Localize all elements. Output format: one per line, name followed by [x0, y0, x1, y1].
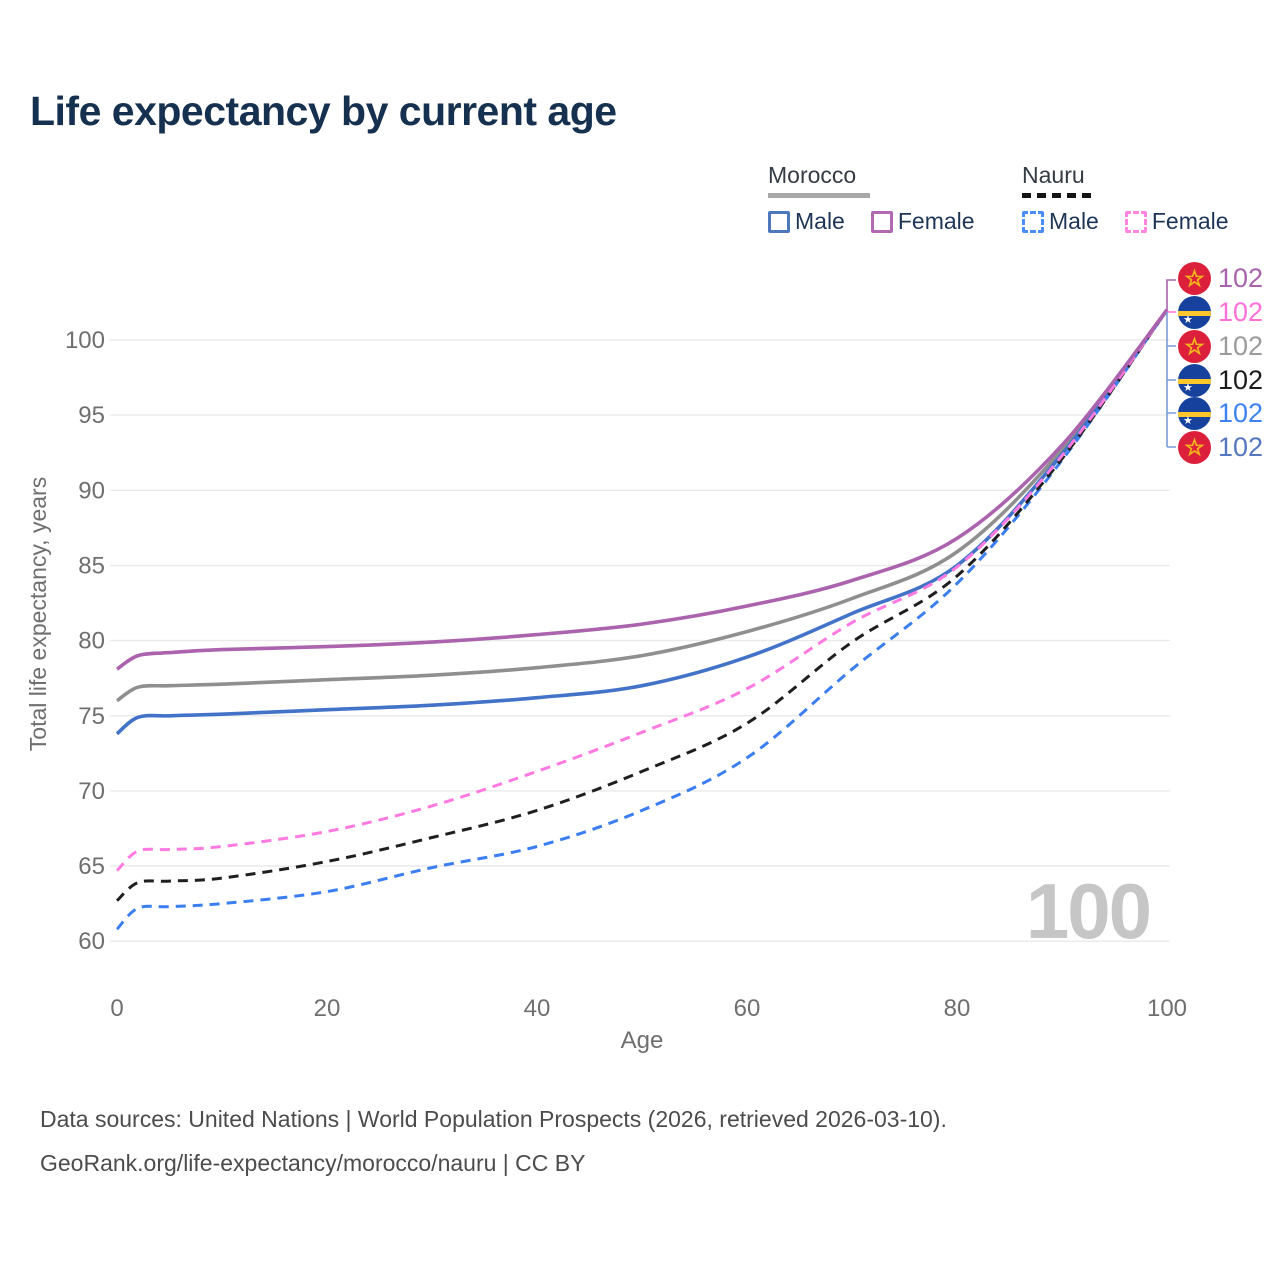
series-line-nauru-male	[115, 309, 1169, 931]
footer: Data sources: United Nations | World Pop…	[40, 1106, 947, 1194]
legend-country-morocco: Morocco	[768, 162, 857, 188]
end-label-nauru-male: ★ 102	[1178, 396, 1263, 430]
morocco-star	[1184, 436, 1205, 456]
y-tick-label-80: 80	[78, 628, 105, 655]
legend-item-label: Female	[1151, 208, 1229, 234]
end-label-value-4: 102	[1218, 397, 1264, 428]
legend-item-morocco-male[interactable]: Male	[768, 208, 845, 235]
legend-item-morocco-female[interactable]: Female	[870, 208, 975, 235]
series-line-nauru-both-sexes	[115, 309, 1169, 902]
morocco-flag-icon	[1178, 261, 1211, 295]
y-tick-label-90: 90	[78, 477, 105, 504]
nauru-star: ★	[1183, 313, 1193, 326]
legend-item-label: Male	[795, 208, 845, 234]
end-label-nauru-both: ★ 102	[1178, 363, 1263, 397]
morocco-star	[1184, 335, 1205, 355]
series-line-nauru-female	[115, 309, 1169, 872]
page-title: Life expectancy by current age	[30, 88, 617, 134]
legend-item-nauru-female[interactable]: Female	[1124, 208, 1229, 235]
connector-bracket	[1166, 311, 1176, 448]
series-line-morocco-both-sexes	[115, 308, 1169, 703]
end-label-value-1: 102	[1218, 296, 1264, 327]
legend-item-label: Female	[897, 208, 975, 234]
x-tick-label-100: 100	[1147, 995, 1187, 1022]
x-tick-label-0: 0	[110, 995, 123, 1022]
legend-item-nauru-male[interactable]: Male	[1022, 208, 1099, 235]
y-tick-label-75: 75	[78, 703, 105, 730]
end-label-value-5: 102	[1218, 431, 1264, 462]
nauru-stripe	[1178, 411, 1211, 417]
morocco-flag-icon	[1178, 430, 1211, 464]
nauru-stripe	[1178, 310, 1211, 316]
legend-group-morocco: Morocco Male Female	[768, 162, 975, 235]
nauru-flag-icon: ★	[1178, 363, 1211, 397]
connector-morocco-female	[1166, 279, 1176, 311]
end-label-value-3: 102	[1218, 364, 1264, 395]
nauru-flag-icon: ★	[1178, 396, 1211, 430]
end-label-value-2: 102	[1218, 330, 1264, 361]
footer-link: GeoRank.org/life-expectancy/morocco/naur…	[40, 1150, 586, 1176]
nauru-flag-icon: ★	[1178, 295, 1211, 329]
dashed-line-style-swatch	[1022, 193, 1094, 198]
x-tick-label-60: 60	[734, 995, 761, 1022]
y-tick-label-95: 95	[78, 402, 105, 429]
nauru-male-swatch-icon	[1022, 210, 1044, 233]
morocco-star	[1184, 267, 1205, 287]
morocco-male-swatch-icon	[768, 210, 790, 233]
x-tick-label-80: 80	[944, 995, 971, 1022]
x-axis-title: Age	[621, 1027, 664, 1054]
nauru-female-swatch-icon	[1124, 210, 1147, 233]
morocco-female-swatch-icon	[870, 210, 893, 233]
end-label-morocco-both: 102	[1178, 329, 1263, 363]
y-tick-label-70: 70	[78, 778, 105, 805]
solid-line-style-swatch	[768, 193, 870, 198]
legend-item-label: Male	[1049, 208, 1099, 234]
legend-group-nauru: Nauru Male Female	[1022, 162, 1229, 235]
y-tick-label-60: 60	[78, 928, 105, 955]
y-axis-title: Total life expectancy, years	[25, 477, 51, 751]
end-label-value-0: 102	[1218, 262, 1264, 293]
end-label-morocco-male: 102	[1178, 430, 1263, 464]
legend-country-nauru: Nauru	[1022, 162, 1085, 188]
x-tick-label-20: 20	[314, 995, 341, 1022]
end-label-nauru-female: ★ 102	[1178, 295, 1263, 329]
end-label-morocco-female: 102	[1178, 261, 1263, 295]
footer-data-sources: Data sources: United Nations | World Pop…	[40, 1106, 947, 1132]
age-counter: 100	[1025, 867, 1152, 955]
y-tick-label-100: 100	[65, 327, 105, 354]
y-tick-label-65: 65	[78, 853, 105, 880]
series-line-morocco-female	[115, 308, 1169, 671]
y-tick-label-85: 85	[78, 553, 105, 580]
morocco-flag-icon	[1178, 329, 1211, 363]
nauru-star: ★	[1183, 414, 1193, 427]
nauru-stripe	[1178, 378, 1211, 384]
nauru-star: ★	[1183, 381, 1193, 394]
x-tick-label-40: 40	[524, 995, 551, 1022]
